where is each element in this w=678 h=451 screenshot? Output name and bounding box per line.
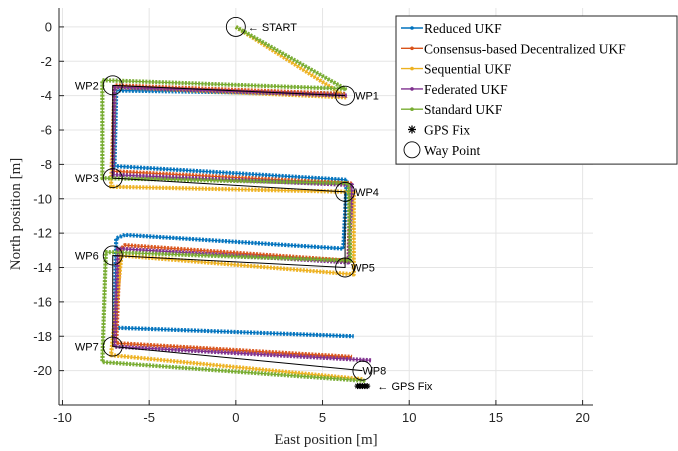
legend-entry: Sequential UKF: [401, 62, 512, 77]
waypoint-label-wp1: WP1: [355, 91, 379, 103]
legend: Reduced UKF Consensus-based Decentralized…: [395, 15, 678, 165]
legend-entry: Standard UKF: [401, 102, 503, 117]
legend-circle: [403, 141, 421, 159]
series-core-3: [112, 86, 372, 361]
waypoint-circle-wp5: [335, 257, 356, 278]
legend-marker: [410, 87, 414, 91]
waypoint-circle-wp1: [335, 85, 356, 106]
y-tick-label: -12: [33, 226, 52, 241]
legend-marker: [410, 107, 414, 111]
legend-entry: Consensus-based Decentralized UKF: [401, 41, 626, 56]
y-tick-label: -4: [40, 88, 52, 103]
series-line-1: [110, 83, 353, 359]
axes: -10 -5 0 5 10 15 20 0 -2 -4 -6 -8 -10 -12 -14 -16 -18 -20: [33, 8, 593, 425]
x-tick-label: -10: [53, 410, 72, 425]
series-core-0: [113, 89, 354, 337]
y-tick-label: -20: [33, 363, 52, 378]
waypoint-label-wp7: WP7: [75, 342, 99, 354]
waypoint-label-start: ← START: [248, 22, 297, 34]
reference-path-layer: [112, 84, 363, 372]
legend-label: Reduced UKF: [424, 21, 502, 36]
waypoint-circle-wp4: [335, 181, 356, 202]
legend-marker: [410, 26, 414, 30]
x-tick-label: 20: [575, 410, 589, 425]
y-tick-label: -2: [40, 54, 52, 69]
x-axis-label: East position [m]: [274, 432, 377, 448]
legend-label: Sequential UKF: [424, 62, 512, 77]
waypoint-label-wp6: WP6: [75, 250, 99, 262]
legend-star: [408, 126, 416, 133]
y-tick-label: -18: [33, 329, 52, 344]
y-tick-label: -10: [33, 191, 52, 206]
legend-entry: Federated UKF: [401, 82, 508, 97]
series-layer: [100, 25, 372, 384]
waypoint-label-wp2: WP2: [75, 80, 99, 92]
waypoint-label-wp4: WP4: [355, 187, 379, 199]
legend-label: GPS Fix: [424, 123, 470, 138]
y-tick-label: -6: [40, 123, 52, 138]
gps-fix-annotation: ← GPS Fix: [377, 381, 433, 393]
series-line-3: [110, 84, 372, 363]
x-tick-label: 15: [489, 410, 503, 425]
y-tick-label: -14: [33, 260, 52, 275]
y-tick-label: -8: [40, 157, 52, 172]
legend-marker: [410, 46, 414, 51]
waypoint-label-wp8: WP8: [362, 366, 386, 378]
x-tick-label: 5: [319, 410, 326, 425]
waypoint-circle-wp6: [102, 245, 123, 266]
series-line-0: [112, 88, 354, 339]
y-tick-label: 0: [45, 19, 52, 34]
waypoint-label-wp5: WP5: [351, 263, 375, 275]
waypoint-circle-wp2: [102, 75, 123, 96]
waypoint-circle-wp8: [352, 360, 373, 381]
waypoint-circle-wp7: [102, 336, 123, 357]
waypoint-circle-wp3: [102, 168, 123, 189]
x-tick-label: 0: [232, 410, 239, 425]
x-tick-label: -5: [143, 410, 155, 425]
gps-fix-marker: [364, 383, 370, 389]
legend-box: [395, 15, 678, 165]
legend-entry: GPS Fix: [408, 123, 470, 138]
legend-label: Consensus-based Decentralized UKF: [424, 41, 626, 56]
legend-label: Federated UKF: [424, 82, 508, 97]
reference-path: [112, 84, 363, 372]
legend-entry: Reduced UKF: [401, 21, 502, 36]
waypoint-layer: ← GPS Fix ← START WP1 WP2 WP3 WP4 WP5 WP6 WP7 WP8: [75, 16, 433, 393]
legend-label: Way Point: [424, 143, 481, 158]
series-core-1: [112, 84, 353, 358]
y-tick-label: -16: [33, 294, 52, 309]
x-tick-label: 10: [402, 410, 416, 425]
legend-label: Standard UKF: [424, 102, 503, 117]
waypoint-circle-start: [225, 16, 246, 37]
legend-marker: [410, 66, 414, 71]
waypoint-label-wp3: WP3: [75, 173, 99, 185]
y-axis-label: North position [m]: [8, 158, 24, 271]
legend-entry: Way Point: [403, 141, 481, 159]
